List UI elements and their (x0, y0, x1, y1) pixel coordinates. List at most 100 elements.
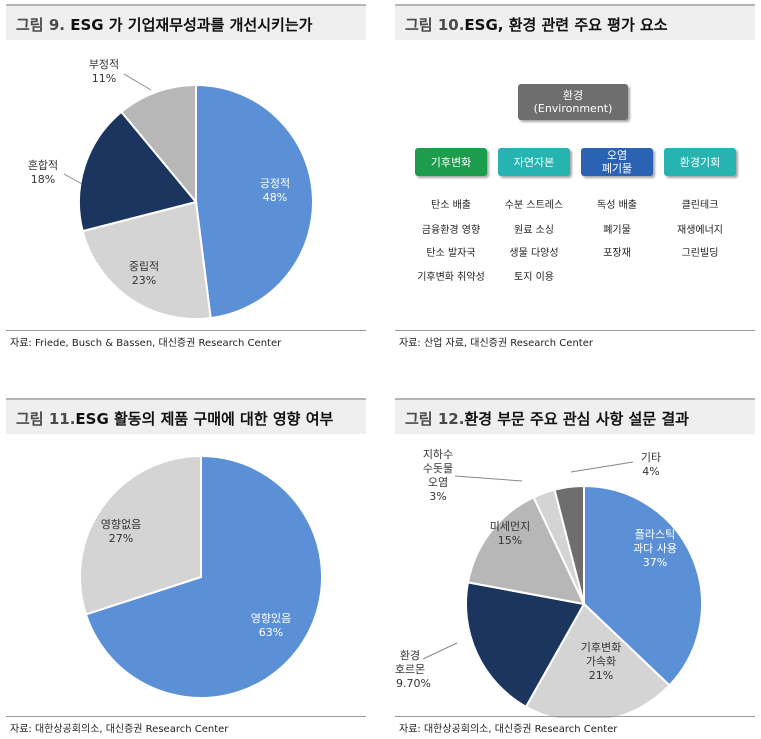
slice-label-2: 기후변화 가속화 21% (581, 641, 621, 682)
environment-box-subtitle: (Environment) (533, 102, 613, 115)
slice-name: 오염 (428, 476, 448, 489)
pie-slice-3 (78, 110, 198, 233)
pie-slice-3 (465, 581, 586, 709)
slice-label-3: 환경호르몬19.70% (395, 649, 431, 690)
figure-10-source-rule (395, 330, 755, 331)
figure-11-header: 그림 11.ESG 활동의 제품 구매에 대한 영향 여부 (6, 398, 366, 434)
opportunity-item-1: 클린테크 (681, 200, 719, 211)
natural-item-2: 원료 소싱 (514, 225, 554, 236)
slice-label-6: 기타 4% (641, 451, 661, 478)
category-pollution-waste: 오염 폐기물 (581, 148, 653, 176)
pie-slice-2 (79, 454, 202, 616)
pie-slice-2 (81, 200, 212, 320)
natural-item-3: 생물 다양성 (509, 248, 559, 259)
slice-label-1: 긍정적 48% (260, 177, 290, 204)
pie-slice-4 (120, 83, 197, 205)
figure-10-title: 그림 10.ESG, 환경 관련 주요 평가 요소 (405, 16, 668, 34)
figure-9-source-rule (6, 330, 366, 331)
slice-value: 48% (263, 191, 287, 204)
slice-value: 37% (643, 556, 667, 569)
figure-11-panel: 그림 11.ESG 활동의 제품 구매에 대한 영향 여부 영향있음 63% 영향없… (6, 398, 366, 736)
slice-name: 혼합적 (28, 159, 58, 172)
slice-label-1: 플라스틱 과다 사용 37% (633, 528, 677, 569)
leader-line-6 (570, 461, 634, 473)
climate-item-4: 기후변화 취약성 (417, 272, 485, 283)
slice-label-2: 중립적 23% (129, 260, 159, 287)
slice-label-5: 지하수 수돗물 오염 3% (423, 447, 453, 503)
slice-value: 4% (642, 465, 659, 478)
environment-box-title: 환경 (562, 89, 584, 102)
pollution-item-1: 독성 배출 (597, 200, 637, 211)
opportunity-item-2: 재생에너지 (677, 225, 723, 236)
opportunity-item-3: 그린빌딩 (681, 248, 719, 259)
category-natural-capital: 자연자본 (498, 148, 570, 176)
slice-value: 23% (132, 274, 156, 287)
leader-line-3 (422, 642, 458, 660)
figure-11-source: 자료: 대한상공회의소, 대신증권 Research Center (10, 724, 229, 735)
figure-9-title: 그림 9. ESG 가 기업재무성과를 개선시키는가 (16, 16, 313, 34)
figure-9-panel: 그림 9. ESG 가 기업재무성과를 개선시키는가 긍정적 48% 중립적 23% 혼… (6, 4, 366, 354)
slice-value: 15% (498, 534, 522, 547)
pollution-item-3: 포장재 (603, 248, 631, 259)
pie-slice-1 (195, 83, 314, 320)
category-climate-change: 기후변화 (415, 148, 487, 176)
slice-value: 3% (429, 490, 446, 503)
pie-slice-6 (553, 484, 585, 605)
slice-name: 긍정적 (260, 177, 290, 190)
slice-label-3: 혼합적 18% (28, 159, 58, 186)
slice-name: 환경 (400, 649, 420, 662)
figure-12-source: 자료: 대한상공회의소, 대신증권 Research Center (399, 724, 618, 735)
slice-name: 플라스틱 (635, 528, 675, 541)
slice-name: 호르몬 (395, 663, 425, 676)
slice-name: 중립적 (129, 260, 159, 273)
figure-11-pie-chart: 영향있음 63% 영향없음 27% (79, 454, 323, 699)
slice-label-4: 미세먼지 15% (490, 520, 530, 547)
slice-name: 가속화 (586, 655, 616, 668)
climate-item-2: 금융환경 영향 (421, 225, 481, 236)
slice-name: 영향없음 (101, 518, 141, 531)
slice-label-4: 부정적 11% (89, 58, 119, 85)
climate-item-1: 탄소 배출 (431, 200, 471, 211)
pie-slice-1 (84, 454, 323, 699)
figure-12-header: 그림 12.환경 부문 주요 관심 사항 설문 결과 (395, 398, 755, 434)
slice-name: 지하수 (423, 447, 453, 461)
slice-value: 11% (92, 72, 116, 85)
leader-line-4 (123, 73, 152, 91)
pollution-item-2: 폐기물 (603, 225, 631, 236)
environment-box: 환경 (Environment) (518, 84, 628, 120)
slice-label-2: 영향없음 27% (101, 518, 141, 545)
pie-slice-1 (583, 484, 703, 687)
slice-label-1: 영향있음 63% (251, 612, 291, 639)
figure-9-header: 그림 9. ESG 가 기업재무성과를 개선시키는가 (6, 4, 366, 40)
slice-name: 과다 사용 (633, 542, 677, 555)
slice-value: 19.70% (395, 677, 431, 690)
slice-value: 63% (259, 626, 283, 639)
figure-10-panel: 그림 10.ESG, 환경 관련 주요 평가 요소 환경 (Environmen… (395, 4, 755, 354)
figure-12-title: 그림 12.환경 부문 주요 관심 사항 설문 결과 (405, 410, 689, 428)
slice-name: 기후변화 (581, 641, 621, 654)
slice-name: 기타 (641, 451, 661, 464)
figure-12-source-rule (395, 716, 755, 717)
figure-11-source-rule (6, 716, 366, 717)
pie-slice-2 (524, 602, 671, 718)
slice-name: 영향있음 (251, 612, 291, 625)
figure-9-source: 자료: Friede, Busch & Bassen, 대신증권 Researc… (10, 338, 282, 349)
climate-item-3: 탄소 발자국 (426, 248, 476, 259)
pie-slice-4 (466, 495, 586, 606)
leader-line-3 (63, 173, 83, 185)
slice-value: 18% (31, 173, 55, 186)
natural-item-4: 토지 이용 (514, 272, 554, 283)
figure-9-pie-chart: 긍정적 48% 중립적 23% 혼합적 18% 부정적 11% (28, 58, 314, 320)
figure-12-panel: 그림 12.환경 부문 주요 관심 사항 설문 결과 플라스틱 과다 사용 37% 기… (395, 398, 755, 736)
slice-value: 27% (109, 532, 133, 545)
slice-name: 부정적 (89, 58, 119, 71)
category-env-opportunity: 환경기회 (664, 148, 736, 176)
figure-10-source: 자료: 산업 자료, 대신증권 Research Center (399, 338, 593, 349)
leader-line-5 (454, 475, 523, 482)
slice-name: 수돗물 (423, 462, 453, 475)
slice-name: 미세먼지 (490, 520, 530, 533)
natural-item-1: 수분 스트레스 (504, 200, 564, 211)
figure-10-header: 그림 10.ESG, 환경 관련 주요 평가 요소 (395, 4, 755, 40)
figure-11-title: 그림 11.ESG 활동의 제품 구매에 대한 영향 여부 (16, 410, 334, 428)
